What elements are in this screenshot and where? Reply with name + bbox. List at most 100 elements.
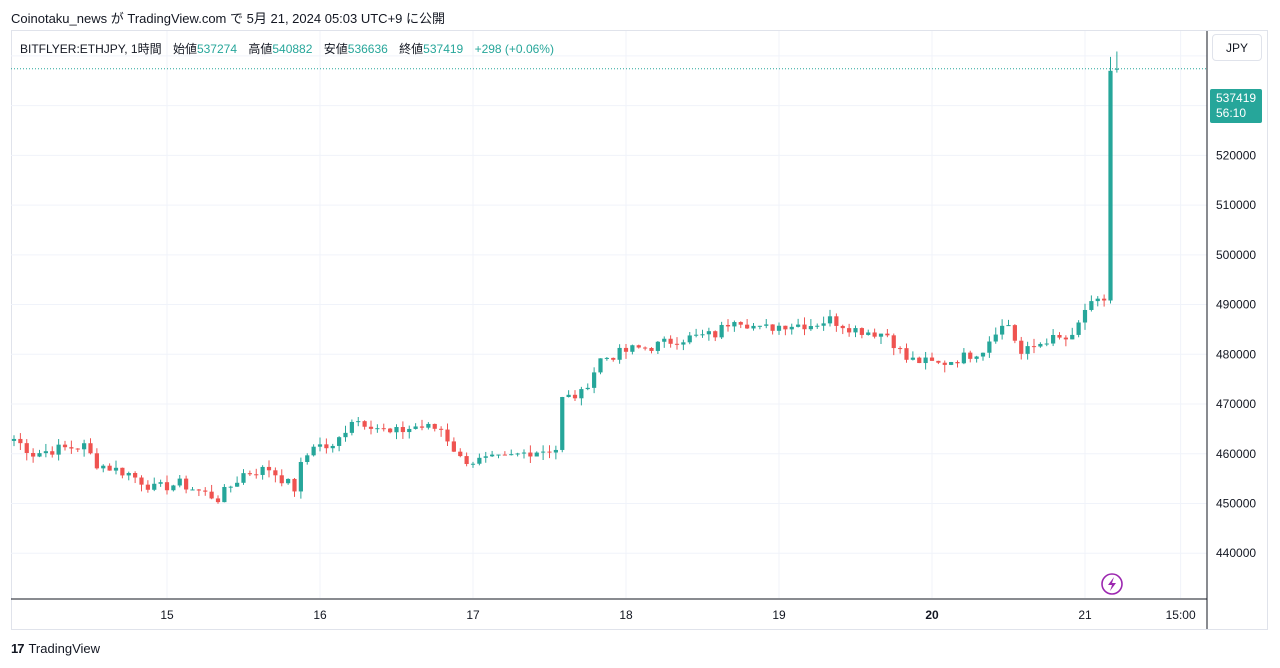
candle-body — [18, 438, 23, 444]
candle-body — [547, 451, 552, 453]
y-tick-label: 500000 — [1216, 248, 1256, 262]
candle-body — [783, 325, 788, 330]
x-tick-label: 18 — [619, 608, 633, 622]
y-tick-label: 480000 — [1216, 347, 1256, 361]
candle-body — [126, 472, 131, 476]
change-value: +298 (+0.06%) — [474, 42, 554, 56]
candle-body — [349, 421, 354, 433]
candle-body — [929, 357, 935, 361]
y-tick-label: 440000 — [1216, 546, 1256, 560]
last-price-tag: 537419 56:10 — [1210, 89, 1262, 123]
candle-body — [1089, 301, 1094, 310]
candle-body — [171, 485, 176, 491]
candle-body — [464, 456, 469, 465]
last-price-value: 537419 — [1216, 91, 1257, 105]
axes: 440000 450000 460000 470000 480000 490000 5000… — [11, 31, 1256, 629]
candle-body — [1012, 325, 1017, 341]
candle-body — [738, 322, 743, 325]
candle-body — [215, 498, 221, 503]
chart-frame — [11, 30, 1268, 630]
candle-body — [968, 352, 973, 359]
candle-body — [617, 347, 622, 360]
x-tick-label: 15 — [160, 608, 174, 622]
candle-body — [31, 452, 36, 457]
candle-body — [713, 331, 718, 338]
candle-body — [432, 423, 437, 429]
x-tick-label: 20 — [925, 608, 939, 622]
candle-body — [1019, 340, 1024, 354]
candle-body — [853, 328, 858, 333]
candle-body — [88, 443, 93, 454]
candle-body — [936, 360, 941, 363]
candle-body — [1063, 337, 1068, 340]
candle-body — [381, 428, 386, 430]
candle-body — [866, 332, 871, 335]
y-tick-label: 470000 — [1216, 397, 1256, 411]
candle-body — [470, 463, 476, 465]
candle-body — [311, 446, 316, 456]
candle-body — [228, 486, 233, 488]
candle-body — [400, 427, 405, 433]
candle-body — [1044, 343, 1049, 345]
high-label: 高値 — [248, 42, 273, 56]
currency-button[interactable]: JPY — [1212, 34, 1262, 61]
candle-body — [177, 478, 182, 486]
symbol-label[interactable]: BITFLYER:ETHJPY, 1時間 — [20, 42, 162, 56]
candle-body — [993, 334, 998, 342]
candle-body — [598, 358, 603, 373]
candle-body — [662, 338, 667, 342]
candle-body — [1076, 322, 1081, 335]
candle-body — [1095, 298, 1100, 302]
platform-name[interactable]: TradingView.com — [127, 11, 227, 26]
candle-body — [1006, 325, 1011, 327]
candle-body — [222, 486, 227, 503]
candle-body — [515, 453, 520, 455]
x-tick-label: 19 — [772, 608, 786, 622]
caption-particle-de: で — [230, 11, 244, 26]
publish-caption: Coinotaku_news が TradingView.com で 5月 21… — [11, 8, 445, 27]
candle-body — [1000, 325, 1005, 335]
candle-body — [133, 472, 138, 478]
candle-body — [317, 444, 323, 447]
tradingview-logo[interactable]: 17 TradingView — [11, 641, 100, 656]
candle-body — [24, 443, 29, 453]
candle-body — [292, 478, 297, 492]
candle-body — [56, 444, 61, 455]
candle-body — [43, 451, 48, 454]
candle-body — [579, 389, 584, 399]
candle-body — [266, 466, 272, 471]
candle-body — [700, 334, 705, 336]
candle-body — [330, 445, 335, 449]
candle-body — [343, 432, 348, 438]
candle-body — [1102, 298, 1107, 301]
candle-body — [878, 333, 884, 337]
low-label: 安値 — [323, 42, 348, 56]
candle-body — [394, 427, 399, 433]
candle-body — [553, 449, 558, 453]
candle-body — [388, 428, 393, 433]
candle-body — [260, 466, 265, 475]
candle-body — [725, 324, 731, 327]
candle-body — [611, 357, 616, 360]
candle-body — [1108, 70, 1113, 301]
candle-body — [235, 482, 240, 487]
candle-body — [572, 394, 578, 399]
candle-body — [152, 483, 157, 490]
author-name[interactable]: Coinotaku_news — [11, 11, 108, 26]
candle-body — [477, 457, 482, 464]
y-tick-label: 460000 — [1216, 447, 1256, 461]
candle-body — [961, 352, 966, 364]
candle-body — [101, 465, 106, 469]
candle-body — [872, 332, 877, 337]
candle-body — [649, 347, 654, 351]
candle-body — [1031, 346, 1037, 348]
close-label: 終値 — [399, 42, 424, 56]
candle-body — [1070, 334, 1075, 340]
candle-body — [891, 335, 896, 349]
candle-body — [1057, 335, 1062, 338]
candle-body — [490, 454, 495, 457]
candle-body — [859, 328, 864, 335]
y-tick-label: 490000 — [1216, 298, 1256, 312]
candle-body — [534, 452, 539, 457]
